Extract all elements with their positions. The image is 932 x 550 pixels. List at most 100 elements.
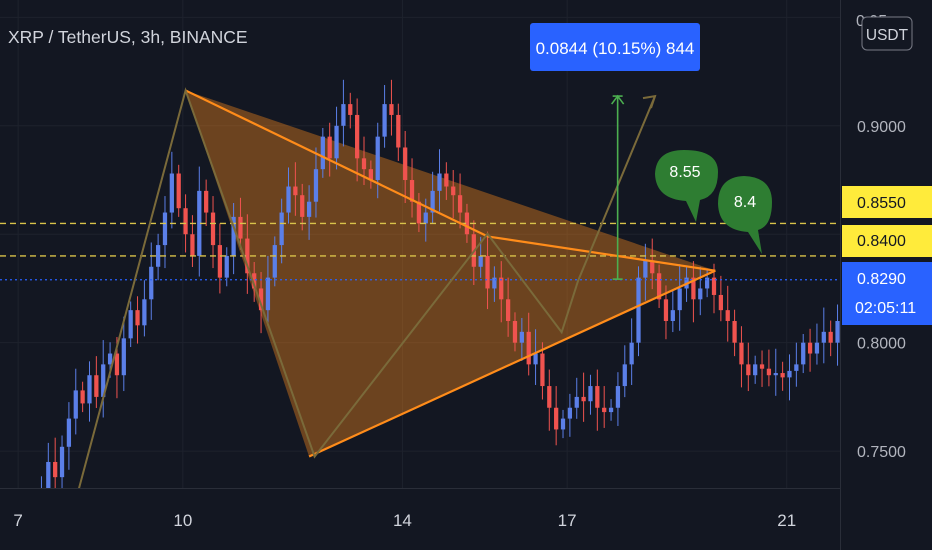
triangle-pattern[interactable]	[185, 90, 716, 457]
candle-body	[588, 386, 593, 402]
measure-arrowhead	[611, 94, 625, 105]
candle-body	[217, 245, 223, 278]
callout-84-label: 8.4	[734, 194, 756, 211]
triangle-right	[487, 235, 716, 272]
candle-body	[73, 390, 78, 419]
candle-body	[464, 212, 470, 235]
currency-badge[interactable]	[861, 16, 913, 51]
candle-body	[451, 186, 456, 196]
level-label-8400: 0.8400	[857, 233, 906, 250]
candle-body	[505, 299, 511, 321]
time-tick-label: 17	[558, 511, 577, 530]
candle-body	[746, 364, 751, 376]
time-axis[interactable]: 7 10 14 17 21	[13, 511, 796, 530]
candle-body	[80, 390, 85, 404]
candle-body	[361, 158, 367, 170]
candle-body	[533, 353, 538, 365]
candle-body	[252, 273, 257, 289]
level-badge-8550[interactable]	[842, 186, 932, 218]
candle-body	[327, 136, 332, 159]
candle-body	[355, 114, 360, 159]
candle-body	[348, 104, 353, 115]
price-axis[interactable]: 0.9000 0.8000 0.7500	[857, 119, 906, 461]
price-tick-label: 0.7500	[857, 444, 906, 461]
candle-body	[87, 375, 92, 404]
candle-body	[169, 173, 174, 213]
candle-body	[286, 186, 291, 213]
candle-body	[821, 331, 826, 343]
candle-body	[155, 245, 161, 267]
candle-body	[801, 342, 806, 365]
candle-body	[114, 353, 120, 376]
candle-body	[636, 277, 641, 343]
triangle-upper	[185, 89, 489, 238]
candle-body	[725, 310, 730, 321]
candle-body	[656, 273, 662, 300]
candle-body	[176, 173, 181, 209]
candle-body	[650, 260, 655, 274]
candle-body	[478, 255, 483, 267]
candle-body	[101, 364, 106, 397]
callout-855[interactable]: 8.55	[655, 150, 718, 222]
candle-body	[485, 255, 490, 289]
triangle-lower	[308, 269, 716, 458]
time-tick-label: 10	[173, 511, 192, 530]
candle-body	[430, 190, 435, 213]
candle-body	[705, 277, 710, 289]
candle-body	[807, 342, 813, 354]
candle-body	[677, 288, 682, 311]
candle-body	[629, 342, 634, 365]
candle-body	[231, 216, 236, 256]
candle-body	[403, 147, 408, 181]
candle-body	[554, 407, 559, 430]
candle-body	[121, 338, 126, 376]
candle-body	[183, 208, 188, 235]
candle-body	[94, 375, 99, 397]
candle-body	[622, 364, 627, 387]
candle-body	[560, 418, 566, 430]
candle-body	[293, 186, 298, 196]
measure-label-box[interactable]	[530, 23, 700, 71]
candle-body	[766, 368, 772, 376]
candle-body	[574, 396, 579, 408]
candle-body	[238, 216, 243, 239]
candle-body	[162, 212, 168, 246]
level-badge-8400[interactable]	[842, 225, 932, 257]
projection-arrowhead	[642, 94, 657, 109]
candle-body	[643, 260, 648, 278]
candle-body	[595, 386, 600, 408]
chart-grid	[0, 0, 840, 488]
candle-body	[670, 310, 675, 321]
candle-body	[547, 386, 552, 408]
candle-body	[265, 277, 271, 311]
candle-body	[794, 364, 799, 371]
candle-body	[334, 125, 339, 159]
countdown-label: 02:05:11	[855, 300, 916, 317]
currency-badge-label: USDT	[866, 27, 909, 44]
candle-body	[300, 195, 305, 217]
callout-84[interactable]: 8.4	[718, 176, 772, 254]
candle-body	[732, 320, 737, 343]
candle-body	[691, 277, 696, 300]
measure-label: 0.0844 (10.15%) 844	[536, 39, 695, 58]
candle-body	[835, 320, 840, 343]
wave-projection-line	[77, 87, 656, 491]
price-tick-label: 0.8000	[857, 336, 906, 353]
candle-body	[663, 299, 669, 321]
candle-body	[197, 190, 202, 256]
candle-body	[245, 238, 250, 274]
candle-body	[396, 114, 401, 148]
candle-body	[437, 173, 442, 191]
candle-body	[444, 173, 449, 187]
candle-body	[258, 288, 264, 311]
time-tick-label: 21	[777, 511, 796, 530]
candle-body	[46, 461, 51, 491]
last-price-badge[interactable]	[842, 262, 932, 325]
candle-body	[320, 136, 325, 170]
candle-body	[341, 104, 346, 126]
candle-body	[780, 373, 785, 378]
candle-body	[615, 386, 621, 408]
candle-body	[135, 310, 140, 326]
candle-body	[382, 104, 387, 137]
